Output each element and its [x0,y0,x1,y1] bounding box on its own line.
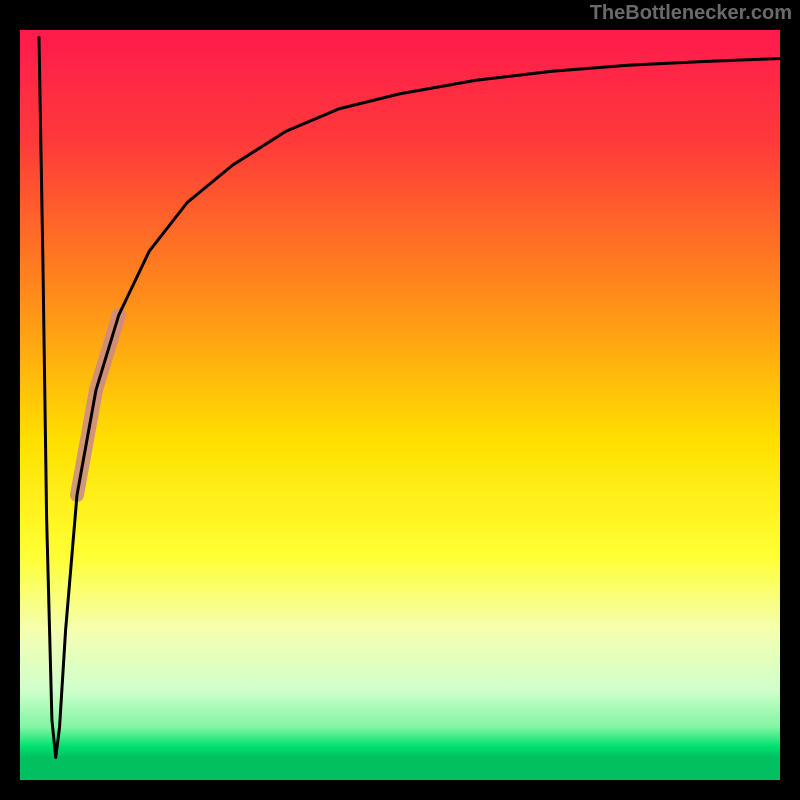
watermark-text: TheBottlenecker.com [590,2,792,25]
chart-svg [0,0,800,800]
plot-background [20,30,780,780]
bottleneck-chart: TheBottlenecker.com [0,0,800,800]
bottom-frame-cover [0,780,800,800]
